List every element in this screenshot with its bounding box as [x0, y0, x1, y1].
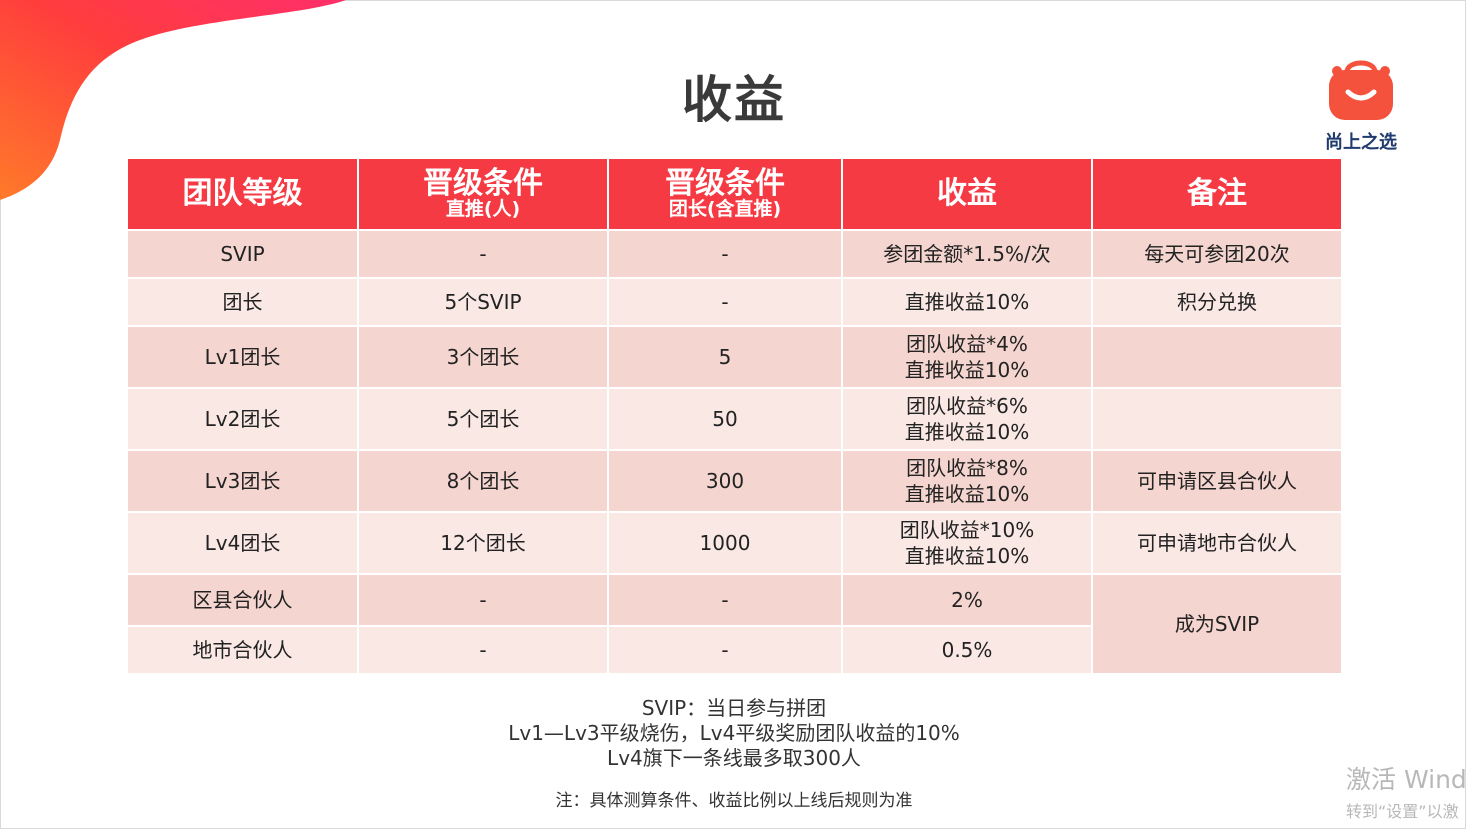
footnote: 注：具体测算条件、收益比例以上线后规则为准 [555, 791, 913, 811]
cell-income: 参团金额*1.5%/次 [841, 229, 1093, 279]
cell-income: 0.5% [841, 625, 1093, 675]
cell-note: 积分兑换 [1091, 277, 1343, 327]
cell-note: 可申请区县合伙人 [1091, 449, 1343, 513]
cell-level: Lv3团长 [126, 449, 359, 513]
cell-leaders: 300 [607, 449, 843, 513]
cell-leaders: - [607, 573, 843, 627]
note-line: Lv4旗下一条线最多取300人 [607, 746, 861, 770]
income-line: 直推收益10% [904, 358, 1030, 382]
cell-direct: 3个团长 [357, 325, 609, 389]
cell-direct: - [357, 573, 609, 627]
cell-income: 团队收益*6% 直推收益10% [841, 387, 1093, 451]
cell-level: 地市合伙人 [126, 625, 359, 675]
cell-leaders: 50 [607, 387, 843, 451]
table-row: 地市合伙人 - - 0.5% [126, 625, 1342, 675]
table-row: Lv3团长 8个团长 300 团队收益*8% 直推收益10% 可申请区县合伙人 [126, 449, 1343, 513]
brand-logo: 尚上之选 [1318, 56, 1404, 154]
cell-level: 区县合伙人 [126, 573, 359, 627]
shopping-bag-smile-icon [1329, 60, 1393, 120]
corner-swoosh-decoration [0, 0, 346, 200]
table-header-row: 团队等级 晋级条件 直推(人) 晋级条件 团长(含直推) 收益 备注 [126, 157, 1343, 231]
header-sublabel: 团长(含直推) [668, 197, 782, 220]
header-income: 收益 [841, 157, 1093, 231]
cell-direct: 8个团长 [357, 449, 609, 513]
brand-name: 尚上之选 [1325, 132, 1397, 153]
cell-income: 团队收益*4% 直推收益10% [841, 325, 1093, 389]
cell-level: SVIP [126, 229, 359, 279]
cell-leaders: 1000 [607, 511, 843, 575]
cell-level: Lv4团长 [126, 511, 359, 575]
cell-direct: 12个团长 [357, 511, 609, 575]
page-title: 收益 [682, 71, 786, 129]
cell-leaders: 5 [607, 325, 843, 389]
header-label: 晋级条件 [665, 166, 785, 202]
cell-leaders: - [607, 277, 843, 327]
cell-direct: 5个团长 [357, 387, 609, 451]
table-row: Lv4团长 12个团长 1000 团队收益*10% 直推收益10% 可申请地市合伙… [126, 511, 1343, 575]
note-line: SVIP：当日参与拼团 [641, 696, 827, 720]
table-row: Lv1团长 3个团长 5 团队收益*4% 直推收益10% [126, 325, 1343, 389]
header-remark: 备注 [1091, 157, 1343, 231]
cell-income: 直推收益10% [841, 277, 1093, 327]
income-line: 团队收益*6% [906, 394, 1028, 418]
header-label: 晋级条件 [423, 166, 543, 202]
table-row: SVIP - - 参团金额*1.5%/次 每天可参团20次 [126, 229, 1343, 279]
watermark-line: 激活 Wind [1346, 765, 1467, 794]
table-row: 区县合伙人 - - 2% 成为SVIP [126, 573, 1343, 675]
activation-watermark: 激活 Wind 转到“设置”以激 [1346, 760, 1467, 822]
income-line: 2% [951, 588, 983, 612]
cell-level: 团长 [126, 277, 359, 327]
income-table: 团队等级 晋级条件 直推(人) 晋级条件 团长(含直推) 收益 备注 SVIP - … [126, 157, 1343, 675]
cell-note-merged: 成为SVIP [1091, 573, 1343, 675]
watermark-line: 转到“设置”以激 [1346, 802, 1459, 821]
cell-direct: - [357, 625, 609, 675]
header-team-level: 团队等级 [126, 157, 359, 231]
cell-level: Lv2团长 [126, 387, 359, 451]
cell-note [1091, 325, 1343, 389]
income-line: 团队收益*10% [899, 518, 1035, 542]
cell-direct: 5个SVIP [357, 277, 609, 327]
cell-note [1091, 387, 1343, 451]
income-line: 直推收益10% [904, 544, 1030, 568]
income-line: 直推收益10% [904, 290, 1030, 314]
header-label: 收益 [937, 176, 997, 212]
income-line: 团队收益*8% [906, 456, 1028, 480]
header-leader-condition: 晋级条件 团长(含直推) [607, 157, 843, 231]
header-label: 备注 [1187, 176, 1247, 212]
cell-note: 可申请地市合伙人 [1091, 511, 1343, 575]
note-line: Lv1—Lv3平级烧伤，Lv4平级奖励团队收益的10% [508, 721, 960, 745]
cell-income: 2% [841, 573, 1093, 627]
cell-leaders: - [607, 625, 843, 675]
income-line: 团队收益*4% [906, 332, 1028, 356]
cell-leaders: - [607, 229, 843, 279]
income-line: 0.5% [941, 638, 993, 662]
header-direct-condition: 晋级条件 直推(人) [357, 157, 609, 231]
header-sublabel: 直推(人) [445, 197, 521, 220]
income-line: 直推收益10% [904, 420, 1030, 444]
income-line: 直推收益10% [904, 482, 1030, 506]
table-row: 团长 5个SVIP - 直推收益10% 积分兑换 [126, 277, 1343, 327]
header-label: 团队等级 [182, 176, 303, 212]
cell-income: 团队收益*8% 直推收益10% [841, 449, 1093, 513]
cell-note: 每天可参团20次 [1091, 229, 1343, 279]
cell-income: 团队收益*10% 直推收益10% [841, 511, 1093, 575]
income-line: 参团金额*1.5%/次 [883, 242, 1051, 266]
cell-direct: - [357, 229, 609, 279]
cell-level: Lv1团长 [126, 325, 359, 389]
notes-block: SVIP：当日参与拼团 Lv1—Lv3平级烧伤，Lv4平级奖励团队收益的10% … [0, 696, 1468, 771]
table-row: Lv2团长 5个团长 50 团队收益*6% 直推收益10% [126, 387, 1343, 451]
